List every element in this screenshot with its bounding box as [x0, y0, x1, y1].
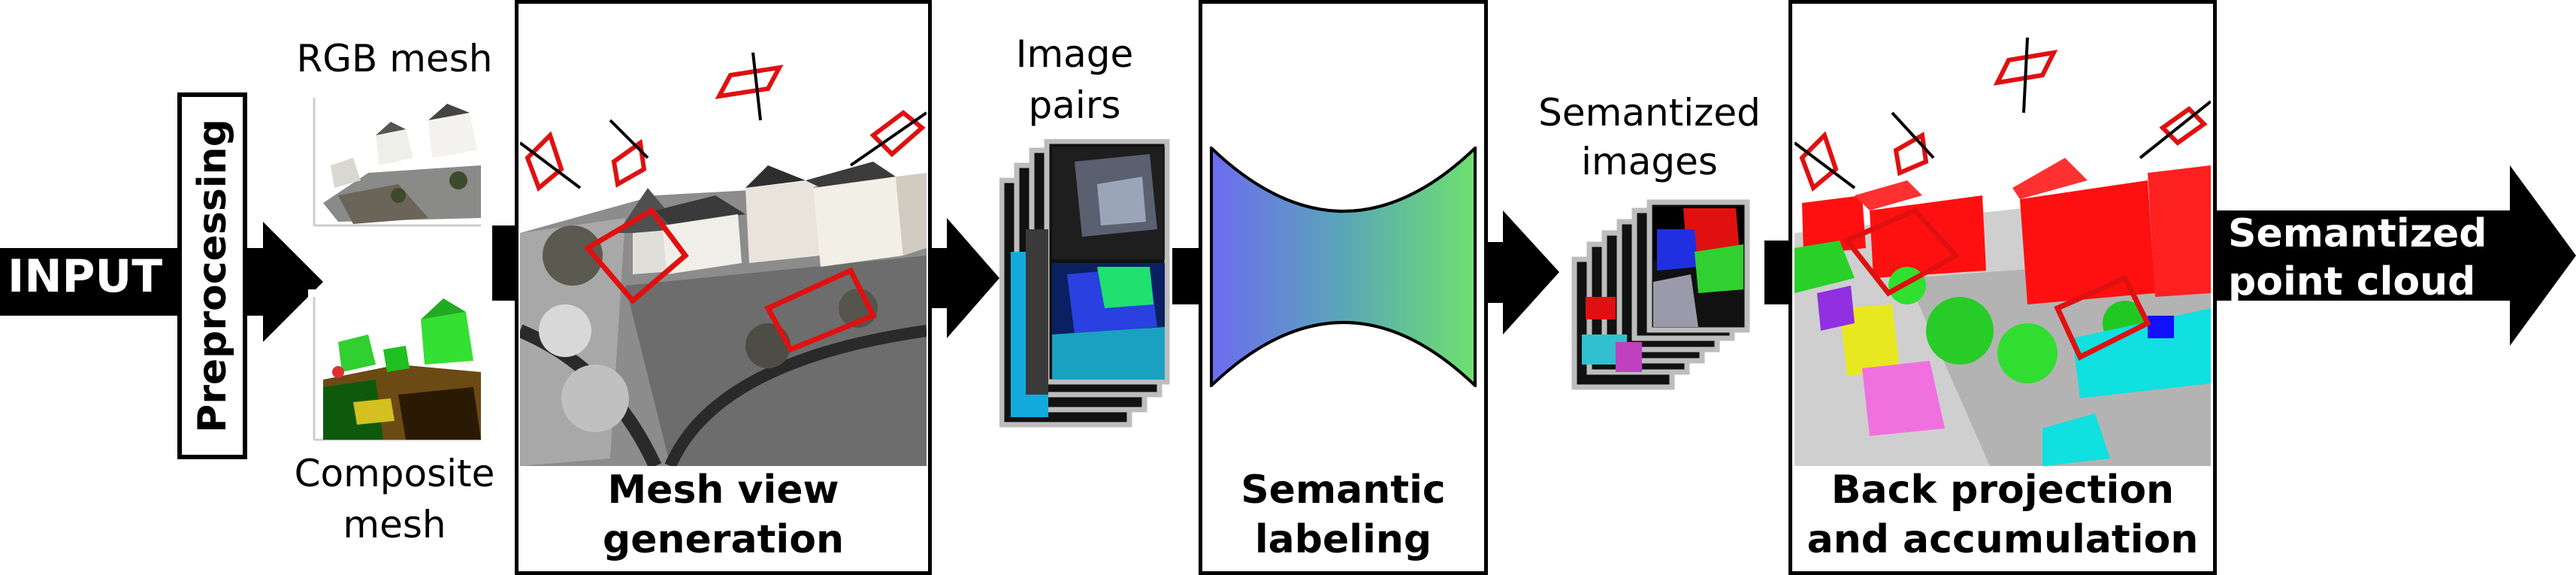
output-arrow — [2217, 165, 2576, 346]
mesh-view-title-line2: generation — [603, 517, 844, 562]
preprocessing-label: Preprocessing — [190, 119, 235, 433]
image-pairs-label-line1: Image — [1015, 32, 1134, 76]
arrow-4 — [1488, 210, 1559, 334]
arrow-2 — [932, 218, 999, 338]
semantized-images-label-line2: images — [1581, 140, 1718, 183]
back-projection-title-line2: and accumulation — [1807, 517, 2199, 562]
image-pairs-label-line2: pairs — [1028, 83, 1121, 127]
semantic-labeling-title-line1: Semantic — [1241, 468, 1446, 513]
image-pairs-stack — [999, 138, 1172, 428]
input-label: INPUT — [8, 250, 163, 303]
output-label-line1: Semantized — [2228, 211, 2487, 256]
hourglass-network — [1210, 144, 1477, 389]
composite-mesh-image — [308, 289, 488, 447]
output-label-line2: point cloud — [2228, 259, 2476, 304]
back-projection-title-line1: Back projection — [1831, 468, 2175, 513]
rgb-mesh-image — [308, 90, 488, 233]
arrow-3 — [1172, 248, 1202, 304]
semantized-images-stack — [1571, 199, 1751, 391]
preprocessing-box — [177, 92, 247, 459]
composite-mesh-label-line1: Composite — [294, 452, 495, 495]
mesh-view-title-line1: Mesh view — [607, 468, 839, 513]
semantic-labeling-title-line2: labeling — [1254, 517, 1432, 562]
rgb-mesh-label: RGB mesh — [296, 37, 493, 80]
back-projection-image — [1793, 8, 2212, 466]
mesh-view-image — [517, 8, 928, 469]
semantized-images-label-line1: Semantized — [1538, 91, 1761, 135]
composite-mesh-label-line2: mesh — [343, 503, 446, 546]
